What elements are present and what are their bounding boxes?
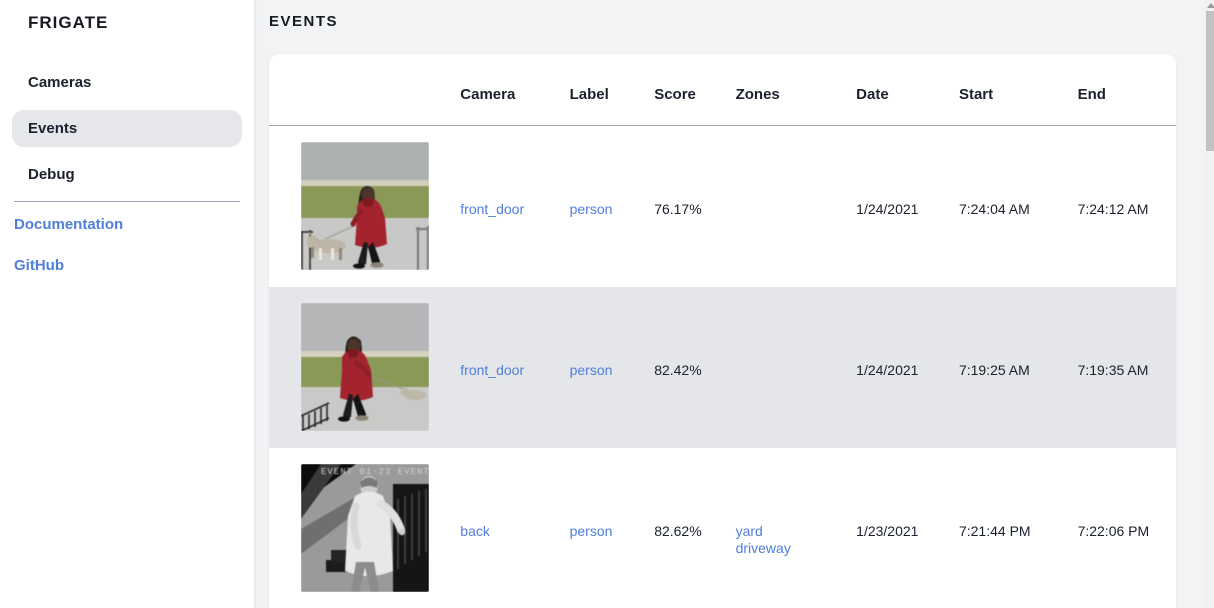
svg-text:EVENT 01-23 EVENTIVE: EVENT 01-23 EVENTIVE xyxy=(321,467,429,477)
